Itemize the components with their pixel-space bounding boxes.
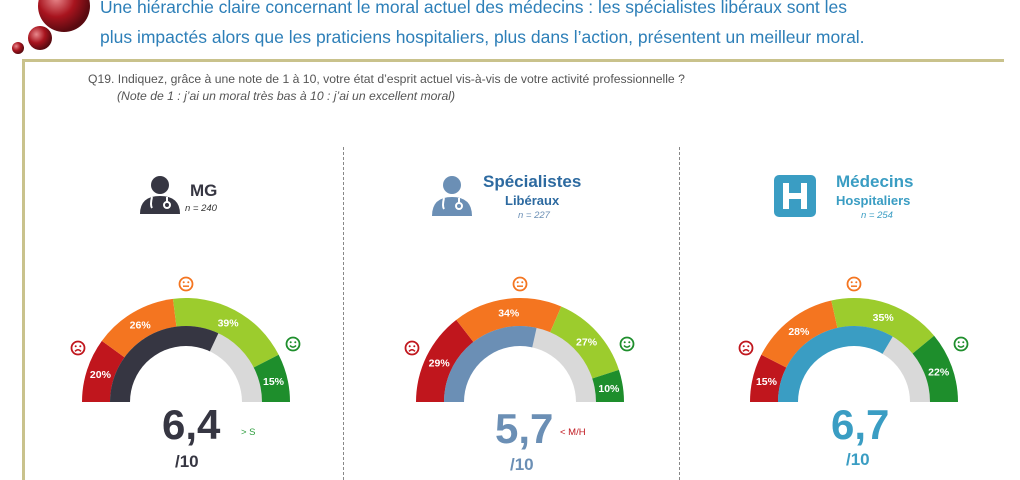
vertical-rule bbox=[22, 62, 25, 480]
panel-separator bbox=[343, 147, 344, 480]
happy-face-icon bbox=[619, 336, 635, 352]
decorative-spheres bbox=[12, 0, 90, 54]
segment-label: 15% bbox=[756, 376, 778, 388]
score-scale: /10 bbox=[175, 452, 199, 471]
segment-label: 28% bbox=[788, 326, 810, 338]
sample-size: n = 240 bbox=[185, 203, 217, 214]
segment-label: 20% bbox=[90, 369, 112, 381]
gauge-hub bbox=[464, 346, 576, 408]
gauge-hub bbox=[798, 346, 910, 408]
panel-title: Spécialistes bbox=[483, 172, 582, 191]
neutral-face-icon bbox=[846, 276, 862, 292]
segment-label: 22% bbox=[928, 367, 950, 379]
score-scale: /10 bbox=[846, 450, 870, 469]
gauge-hub bbox=[130, 346, 242, 408]
happy-face-icon bbox=[953, 336, 969, 352]
panel-title: MG bbox=[190, 181, 218, 200]
neutral-face-icon bbox=[178, 276, 194, 292]
segment-label: 34% bbox=[498, 308, 520, 320]
question-text: Q19. Indiquez, grâce à une note de 1 à 1… bbox=[88, 72, 685, 86]
segment-label: 26% bbox=[130, 320, 152, 332]
comparison-label: < M/H bbox=[560, 427, 586, 438]
segment-label: 29% bbox=[429, 357, 451, 369]
header: Une hiérarchie claire concernant le mora… bbox=[100, 0, 1015, 52]
score-value: 6,4 bbox=[162, 401, 221, 448]
segment-label: 10% bbox=[598, 383, 620, 395]
segment-label: 39% bbox=[218, 317, 240, 329]
segment-label: 27% bbox=[576, 336, 598, 348]
doctor-icon bbox=[140, 176, 180, 214]
sample-size: n = 254 bbox=[861, 210, 893, 221]
score-scale: /10 bbox=[510, 455, 534, 474]
header-line-1: Une hiérarchie claire concernant le mora… bbox=[100, 0, 848, 17]
score-value: 6,7 bbox=[831, 401, 890, 448]
sad-face-icon bbox=[404, 340, 420, 356]
neutral-face-icon bbox=[512, 276, 528, 292]
gauge-chart: 15% 28% 35% 22% bbox=[738, 276, 969, 408]
sphere-large bbox=[38, 0, 90, 32]
happy-face-icon bbox=[285, 336, 301, 352]
horizontal-rule bbox=[22, 59, 1004, 62]
segment-label: 15% bbox=[263, 376, 285, 388]
header-line-2: plus impactés alors que les praticiens h… bbox=[100, 27, 865, 47]
panel-title: Médecins bbox=[836, 172, 914, 191]
sad-face-icon bbox=[738, 340, 754, 356]
sphere-small bbox=[12, 42, 24, 54]
segment-label: 35% bbox=[873, 312, 895, 324]
comparison-label: > S bbox=[241, 427, 256, 438]
hospital-icon bbox=[774, 175, 816, 217]
panel-subtitle: Hospitaliers bbox=[836, 193, 911, 208]
sample-size: n = 227 bbox=[518, 210, 550, 221]
gauge-chart: 20% 26% 39% 15% bbox=[70, 276, 301, 408]
score-value: 5,7 bbox=[495, 405, 554, 452]
sad-face-icon bbox=[70, 340, 86, 356]
gauge-chart: 29% 34% 27% 10% bbox=[404, 276, 635, 408]
panel-separator bbox=[679, 147, 680, 480]
doctor-icon bbox=[432, 176, 472, 216]
question-note: (Note de 1 : j’ai un moral très bas à 10… bbox=[117, 89, 456, 103]
panel-subtitle: Libéraux bbox=[505, 193, 560, 208]
sphere-medium bbox=[28, 26, 52, 50]
